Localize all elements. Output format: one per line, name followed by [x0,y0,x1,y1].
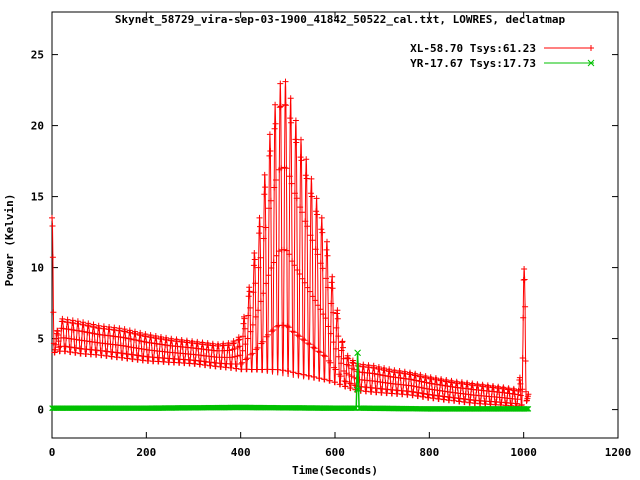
chart-title: Skynet_58729_vira-sep-03-1900_41842_5052… [115,13,566,26]
x-axis-label: Time(Seconds) [292,464,378,477]
x-tick-label: 800 [419,446,439,459]
x-tick-label: 0 [49,446,56,459]
series-xl-markers [49,78,532,410]
legend-marker [587,59,595,67]
legend-label: XL-58.70 Tsys:61.23 [410,42,536,55]
y-axis: 0 5 10 15 20 25 [31,49,618,417]
x-tick-label: 200 [136,446,156,459]
series-yr-spike-marker [354,349,361,357]
legend: XL-58.70 Tsys:61.23 YR-17.67 Tsys:17.73 [410,42,595,70]
x-tick-label: 600 [325,446,345,459]
series-xl [49,78,532,410]
y-tick-label: 10 [31,262,44,275]
legend-label: YR-17.67 Tsys:17.73 [410,57,536,70]
legend-marker [588,45,594,51]
y-axis-label: Power (Kelvin) [3,194,16,287]
plot-area [49,78,532,412]
y-tick-label: 20 [31,120,44,133]
x-tick-label: 1200 [605,446,632,459]
x-tick-label: 1000 [510,446,537,459]
y-tick-label: 25 [31,49,44,62]
x-tick-label: 400 [231,446,251,459]
y-tick-label: 5 [37,333,44,346]
y-tick-label: 15 [31,191,44,204]
series-yr-markers [49,349,532,412]
y-tick-label: 0 [37,404,44,417]
x-axis: 0 200 400 600 800 1000 1200 [49,12,632,459]
series-yr [49,349,532,412]
